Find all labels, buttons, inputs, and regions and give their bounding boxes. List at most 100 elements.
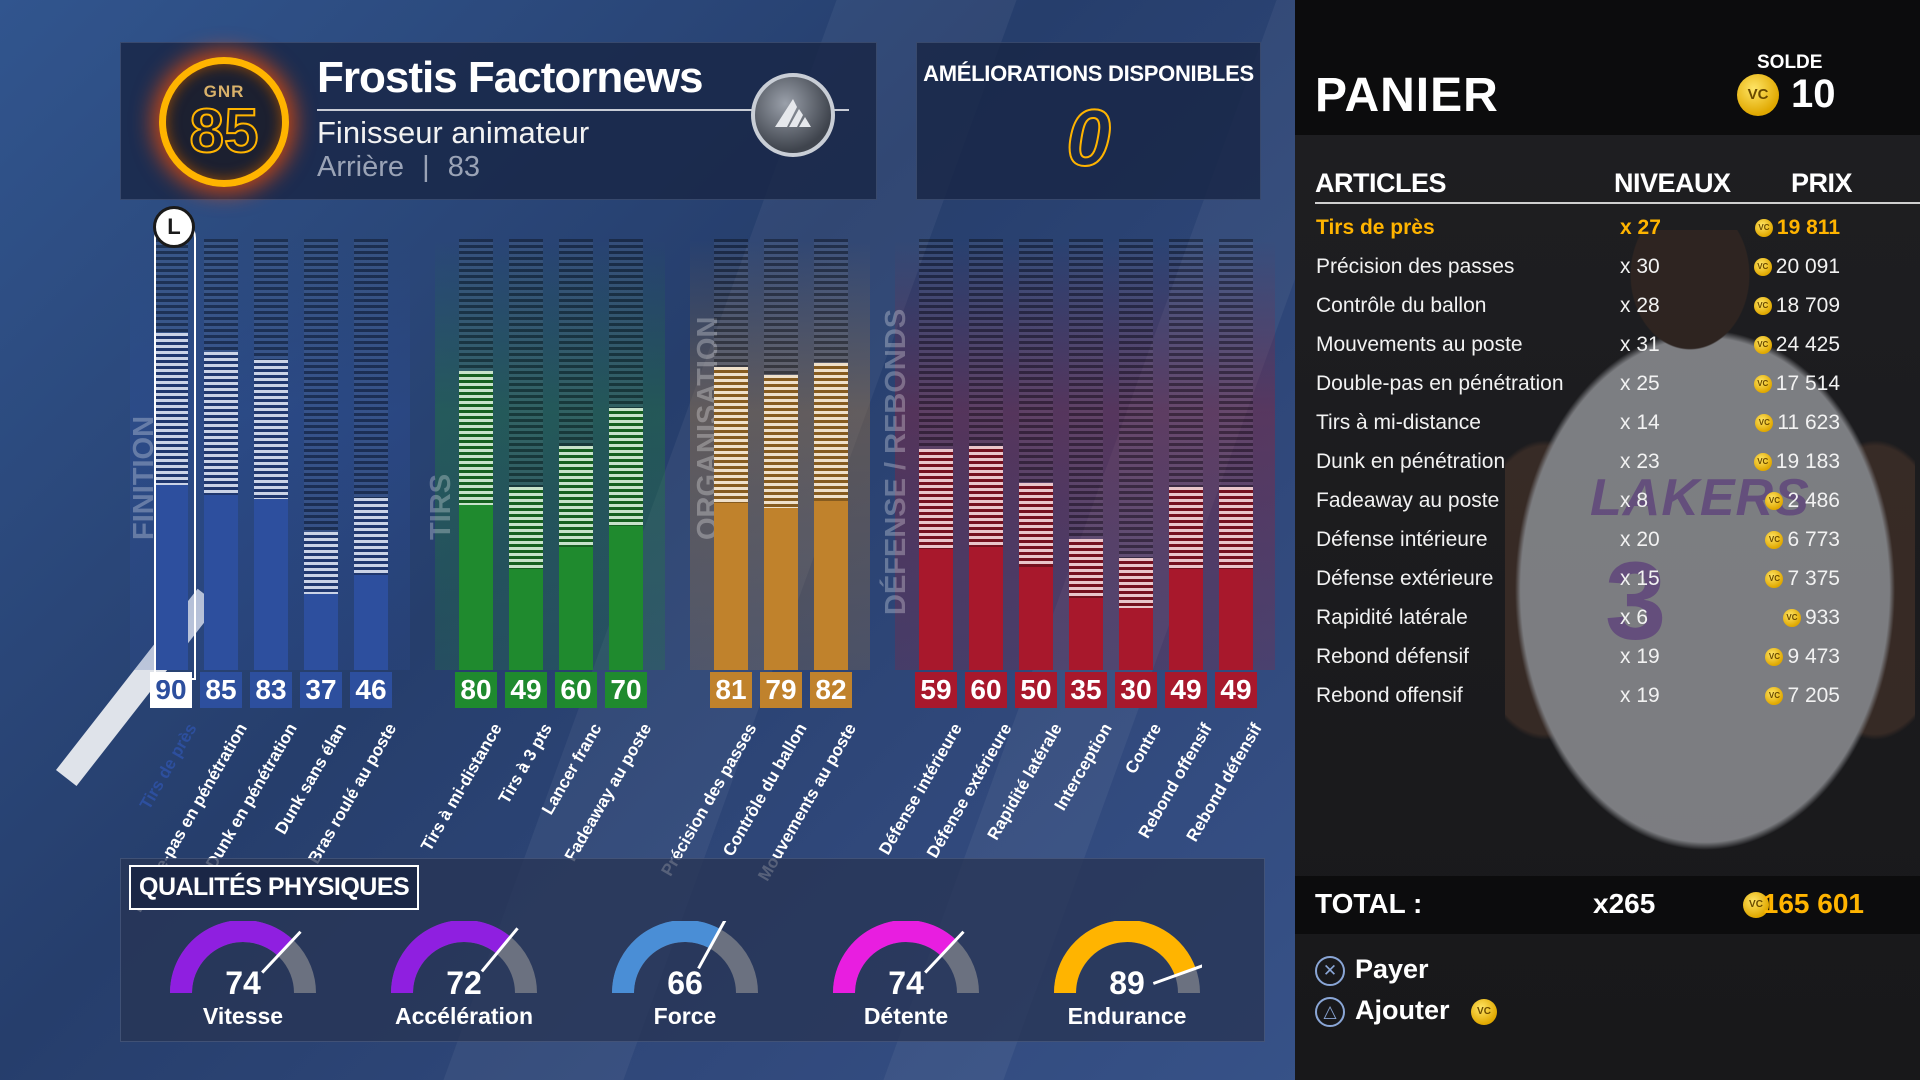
cart-item-price: 24 425 — [1775, 333, 1840, 356]
player-archetype: Finisseur animateur — [317, 115, 590, 150]
attribute-value: 60 — [965, 672, 1007, 708]
cart-row[interactable]: Contrôle du ballon x 28 VC 18 709 — [1295, 294, 1920, 326]
bar-fill — [1219, 486, 1253, 670]
attribute-bars: FINITION 90 Tirs de près 85 Double-pas en pé… — [130, 206, 1275, 813]
attribute-bar[interactable]: 59 — [915, 230, 957, 708]
cart-item-levels: x 28 — [1620, 294, 1660, 317]
selected-bar-highlight — [154, 218, 196, 680]
attribute-bar[interactable]: 37 — [300, 230, 342, 708]
attribute-bar[interactable]: 46 — [350, 230, 392, 708]
cart-header: PANIER SOLDE VC 10 — [1295, 0, 1920, 135]
bar-upgrade-stripes — [764, 374, 798, 508]
vc-coin-icon: VC — [1765, 648, 1784, 666]
attribute-value: 46 — [350, 672, 392, 708]
cart-item-levels: x 19 — [1620, 645, 1660, 668]
attribute-bar[interactable]: 50 — [1015, 230, 1057, 708]
cart-item-price: 19 183 — [1775, 450, 1840, 473]
bar-fill — [559, 445, 593, 670]
attribute-value: 59 — [915, 672, 957, 708]
attribute-bar[interactable]: 60 — [555, 230, 597, 708]
cart-row[interactable]: Précision des passes x 30 VC 20 091 — [1295, 255, 1920, 287]
cart-row[interactable]: Tirs à mi-distance x 14 VC 11 623 — [1295, 411, 1920, 443]
gauge-label: Force — [653, 1003, 717, 1029]
attribute-bar[interactable]: 30 — [1115, 230, 1157, 708]
gauge-label: Accélération — [394, 1003, 534, 1029]
cart-row[interactable]: Défense intérieure x 20 VC 6 773 — [1295, 528, 1920, 560]
attribute-bar[interactable]: 82 — [810, 230, 852, 708]
attribute-bar[interactable]: 81 — [710, 230, 752, 708]
cart-row[interactable]: Défense extérieure x 15 VC 7 375 — [1295, 567, 1920, 599]
gauge-value: 74 — [225, 965, 261, 1001]
attribute-bar[interactable]: 70 — [605, 230, 647, 708]
cart-row[interactable]: Dunk en pénétration x 23 VC 19 183 — [1295, 450, 1920, 482]
gauge-label: Détente — [863, 1003, 949, 1029]
cart-item-price: 11 623 — [1777, 411, 1840, 434]
player-position-rating: 83 — [447, 151, 480, 183]
bar-fill — [1069, 539, 1103, 670]
jersey-number: 3 — [1605, 540, 1667, 663]
bar-fill — [509, 486, 543, 670]
attribute-value: 83 — [250, 672, 292, 708]
attribute-bar[interactable]: 90 — [150, 230, 192, 708]
add-label: Ajouter — [1355, 995, 1450, 1025]
lock-badge-icon: L — [153, 206, 195, 248]
bar-upgrade-stripes — [459, 370, 493, 506]
cart-row[interactable]: Rebond défensif x 19 VC 9 473 — [1295, 645, 1920, 677]
attribute-value: 82 — [810, 672, 852, 708]
attribute-bar[interactable]: 49 — [1165, 230, 1207, 708]
attribute-bar[interactable]: 60 — [965, 230, 1007, 708]
cart-row[interactable]: Fadeaway au poste x 8 VC 2 486 — [1295, 489, 1920, 521]
bar-fill — [1019, 483, 1053, 670]
cart-item-levels: x 15 — [1620, 567, 1660, 590]
attribute-bar[interactable]: 85 — [200, 230, 242, 708]
vc-coin-icon: VC — [1765, 531, 1784, 549]
cart-row[interactable]: Rebond offensif x 19 VC 7 205 — [1295, 684, 1920, 716]
gauge-value: 72 — [446, 965, 482, 1001]
attribute-bar[interactable]: 83 — [250, 230, 292, 708]
attribute-bar[interactable]: 80 — [455, 230, 497, 708]
name-divider — [317, 109, 849, 111]
wings-badge-icon — [751, 73, 835, 157]
attribute-bar[interactable]: 35 — [1065, 230, 1107, 708]
cart-row[interactable]: Mouvements au poste x 31 VC 24 425 — [1295, 333, 1920, 365]
cart-item-name: Mouvements au poste — [1316, 333, 1523, 356]
position-separator: | — [422, 151, 430, 183]
attribute-bar[interactable]: 49 — [1215, 230, 1257, 708]
cart-panel: PANIER SOLDE VC 10 LAKERS 3 ARTICLES NIV… — [1295, 0, 1920, 1080]
balance-label: SOLDE — [1757, 52, 1823, 73]
gauge-arc — [612, 921, 758, 994]
attribute-value: 30 — [1115, 672, 1157, 708]
attribute-value: 85 — [200, 672, 242, 708]
cart-row[interactable]: Double-pas en pénétration x 25 VC 17 514 — [1295, 372, 1920, 404]
total-price: 165 601 — [1762, 888, 1864, 919]
attribute-bar[interactable]: 79 — [760, 230, 802, 708]
vc-coin-icon: VC — [1737, 74, 1779, 116]
bar-upgrade-stripes — [559, 445, 593, 547]
category-label: TIRS — [425, 473, 457, 540]
cart-item-price: 7 375 — [1787, 567, 1840, 590]
cart-item-name: Rapidité latérale — [1316, 606, 1468, 629]
gauge-value: 66 — [667, 965, 703, 1001]
vc-coin-icon: VC — [1753, 453, 1772, 471]
column-header-levels: NIVEAUX — [1614, 168, 1731, 198]
bar-fill — [354, 497, 388, 670]
cart-item-name: Rebond défensif — [1316, 645, 1469, 668]
pay-action[interactable]: ✕ Payer — [1315, 954, 1515, 988]
cart-item-name: Précision des passes — [1316, 255, 1515, 278]
bar-upgrade-stripes — [204, 352, 238, 496]
cart-row[interactable]: Rapidité latérale x 6 VC 933 — [1295, 606, 1920, 638]
cart-item-price: 17 514 — [1775, 372, 1840, 395]
bar-fill — [814, 363, 848, 670]
vc-coin-icon: VC — [1753, 258, 1772, 276]
cart-row[interactable]: Tirs de près x 27 VC 19 811 — [1295, 216, 1920, 248]
attribute-value: 79 — [760, 672, 802, 708]
add-action[interactable]: △ Ajouter VC — [1315, 995, 1555, 1029]
cart-item-name: Double-pas en pénétration — [1316, 372, 1564, 395]
column-header-price: PRIX — [1791, 168, 1853, 198]
overall-value: 85 — [189, 97, 260, 166]
cart-item-levels: x 25 — [1620, 372, 1660, 395]
physical-gauge: 89 Endurance — [1047, 921, 1207, 1037]
cart-item-levels: x 27 — [1620, 216, 1661, 239]
attribute-bar[interactable]: 49 — [505, 230, 547, 708]
vc-coin-icon: VC — [1755, 414, 1774, 432]
